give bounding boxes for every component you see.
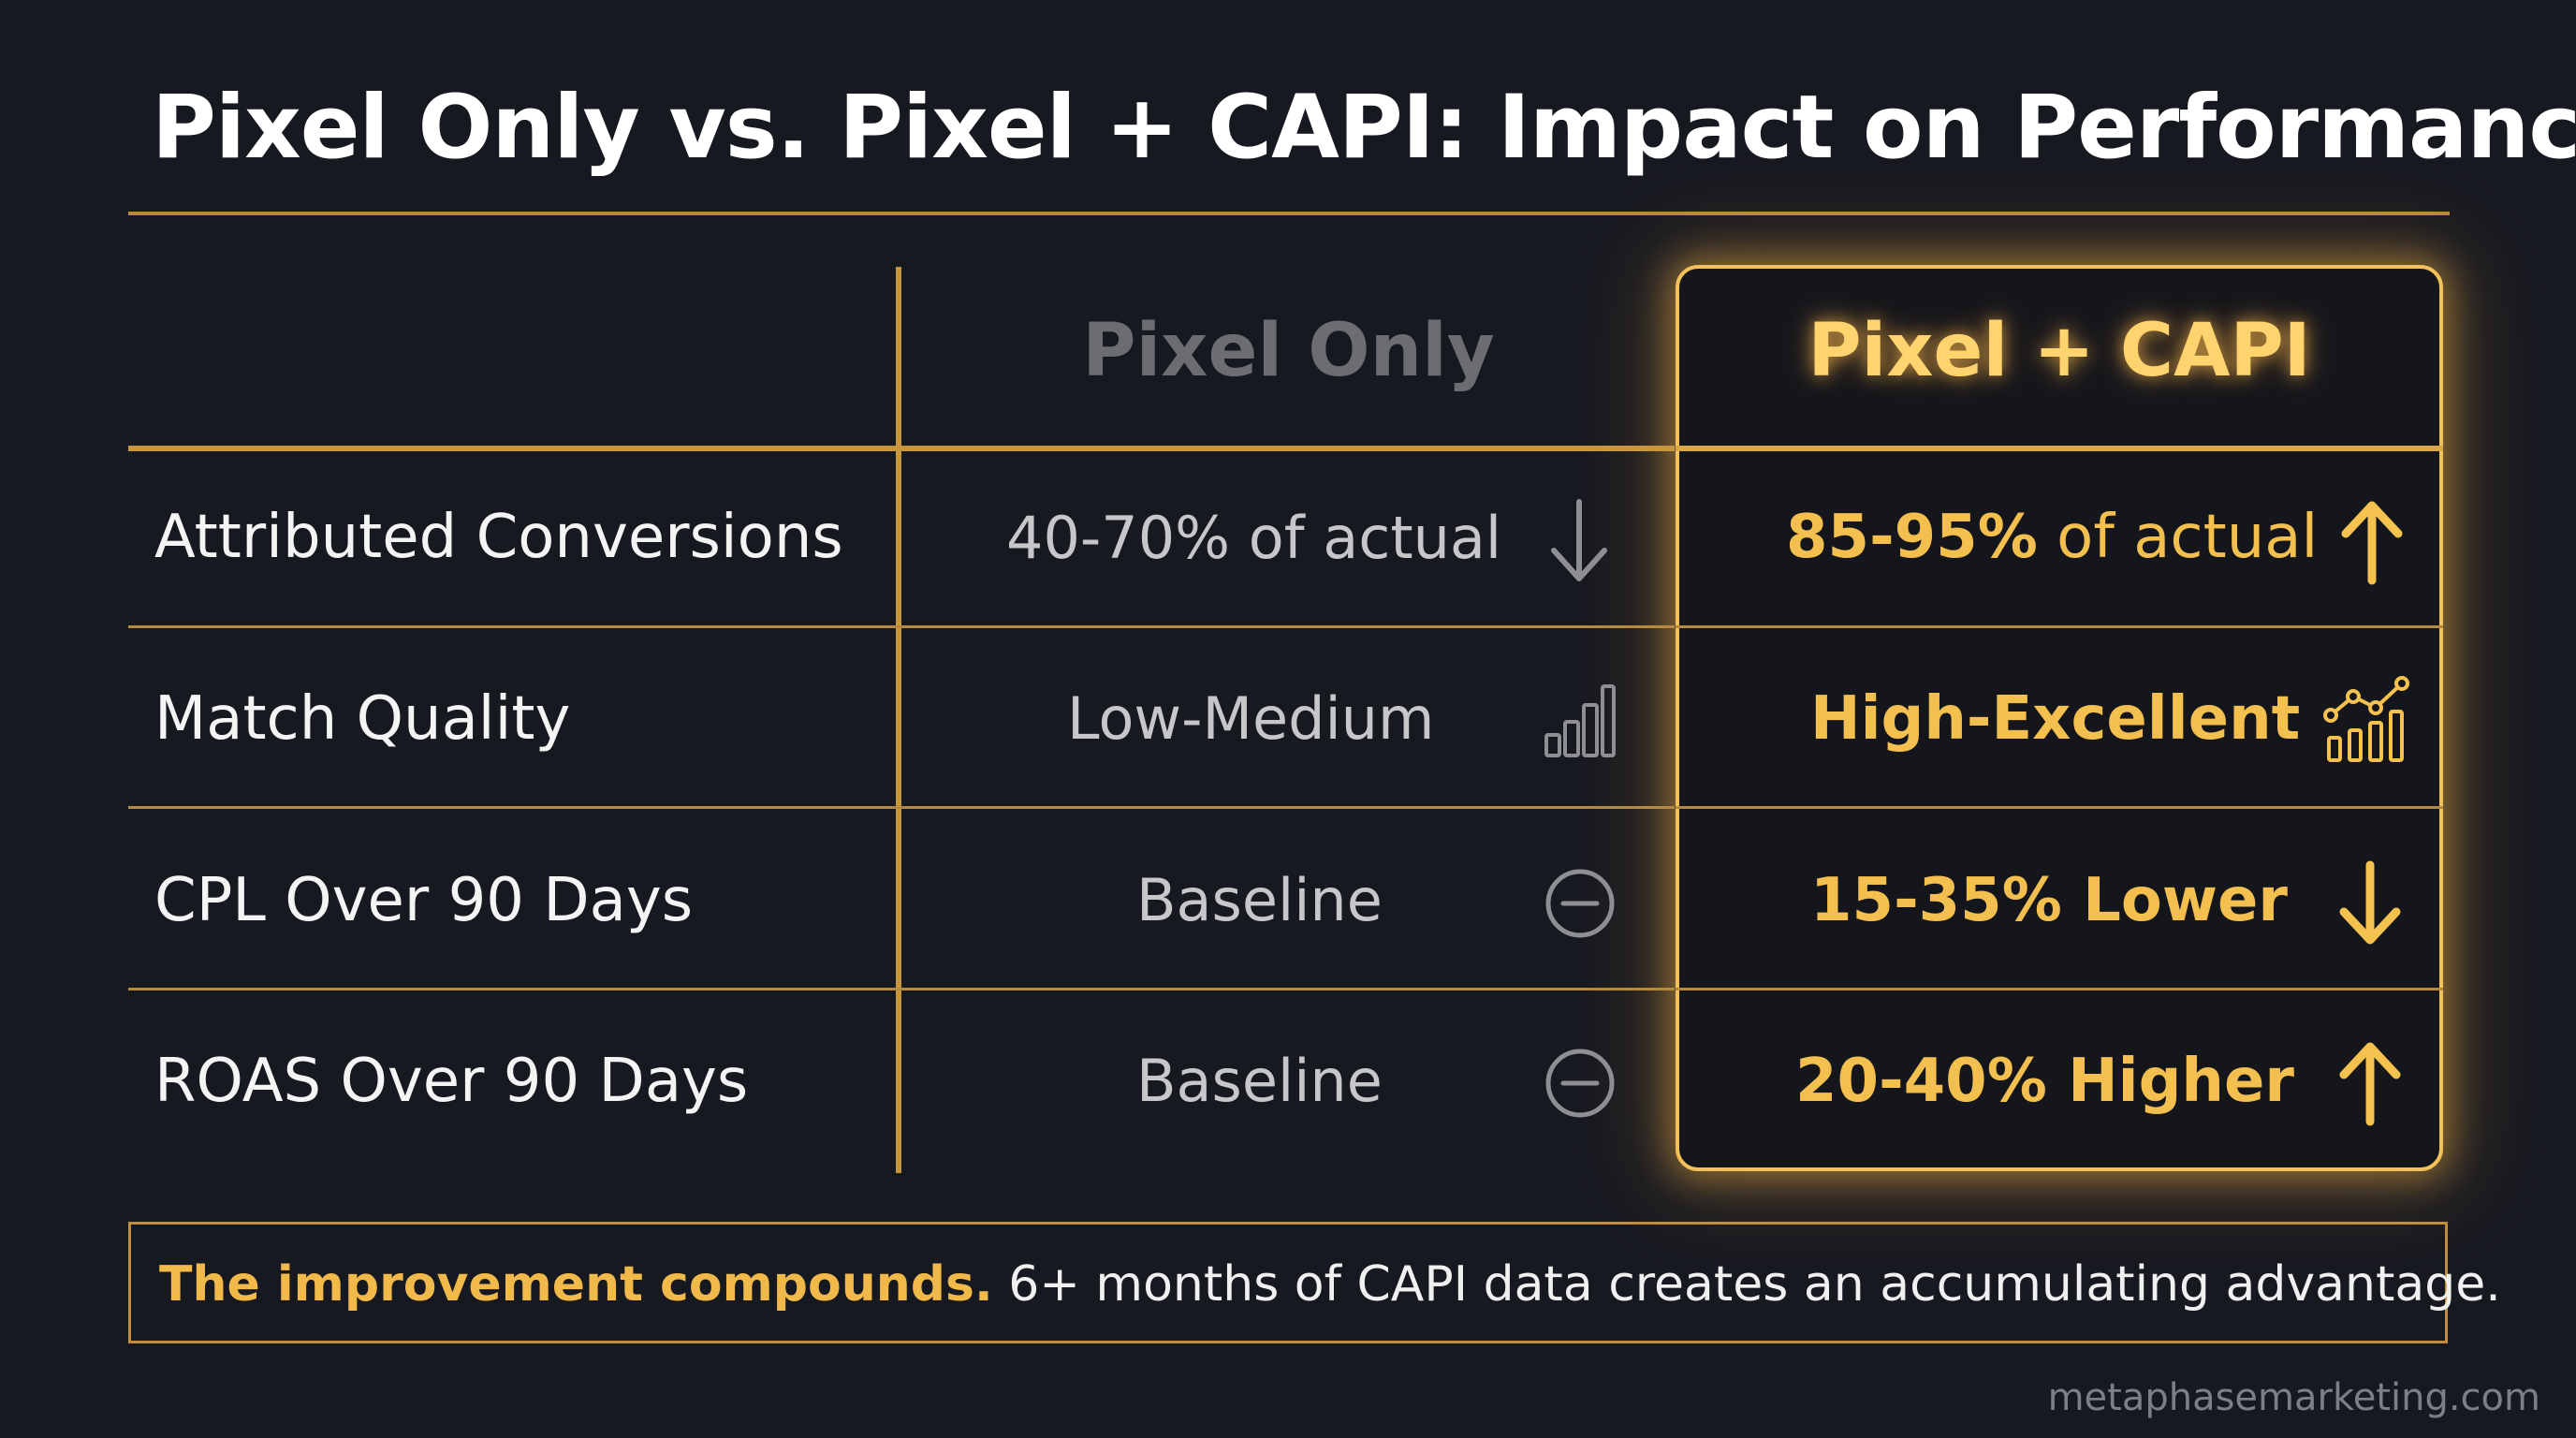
page-title: Pixel Only vs. Pixel + CAPI: Impact on P…: [152, 77, 2576, 179]
row-label-roas-over-90-days: ROAS Over 90 Days: [154, 1047, 749, 1116]
row-label-match-quality: Match Quality: [154, 684, 571, 754]
watermark: metaphasemarketing.com: [2047, 1376, 2540, 1419]
minus-circle-icon: [1545, 869, 1615, 938]
capi-row-divider: [1676, 625, 2443, 628]
title-divider: [128, 212, 2450, 215]
capi-value-strong: 85-95%: [1786, 503, 2038, 572]
pixel-value-match-quality: Low-Medium: [1067, 684, 1435, 753]
row-label-cpl-over-90-days: CPL Over 90 Days: [154, 866, 694, 935]
capi-row-divider: [1676, 988, 2443, 990]
bar-chart-icon: [1544, 684, 1616, 757]
row-divider: [128, 988, 1675, 990]
footer-callout: The improvement compounds. 6+ months of …: [128, 1222, 2501, 1343]
pixel-value-attributed-conversions: 40-70% of actual: [1006, 504, 1502, 572]
capi-column-highlight: [1676, 265, 2443, 1171]
capi-value-rest: of actual: [2037, 503, 2319, 572]
row-divider: [128, 625, 1675, 628]
column-header-pixel-capi: Pixel + CAPI: [1808, 309, 2311, 393]
arrow-down-icon: [1551, 499, 1607, 581]
capi-value-cpl: 15-35% Lower: [1810, 866, 2288, 935]
capi-header-divider: [1676, 446, 2443, 451]
row-divider: [128, 806, 1675, 809]
header-divider: [128, 446, 1675, 451]
trend-bar-chart-icon: [2323, 676, 2409, 762]
column-divider: [896, 267, 901, 1173]
arrow-up-icon: [2341, 501, 2403, 585]
footer-strong: The improvement compounds.: [159, 1256, 993, 1313]
pixel-value-cpl: Baseline: [1136, 866, 1383, 934]
footer-text: The improvement compounds. 6+ months of …: [159, 1256, 2501, 1313]
pixel-value-roas: Baseline: [1136, 1047, 1383, 1115]
footer-rest: 6+ months of CAPI data creates an accumu…: [992, 1256, 2501, 1313]
capi-value-match-quality: High-Excellent: [1810, 684, 2301, 754]
column-header-pixel-only: Pixel Only: [1082, 309, 1495, 393]
arrow-up-icon: [2339, 1042, 2401, 1126]
minus-circle-icon: [1545, 1049, 1615, 1118]
arrow-down-icon: [2339, 860, 2401, 945]
row-label-attributed-conversions: Attributed Conversions: [154, 503, 843, 572]
capi-value-roas: 20-40% Higher: [1795, 1047, 2294, 1116]
capi-value-attributed-conversions: 85-95% of actual: [1786, 503, 2318, 572]
capi-row-divider: [1676, 806, 2443, 809]
